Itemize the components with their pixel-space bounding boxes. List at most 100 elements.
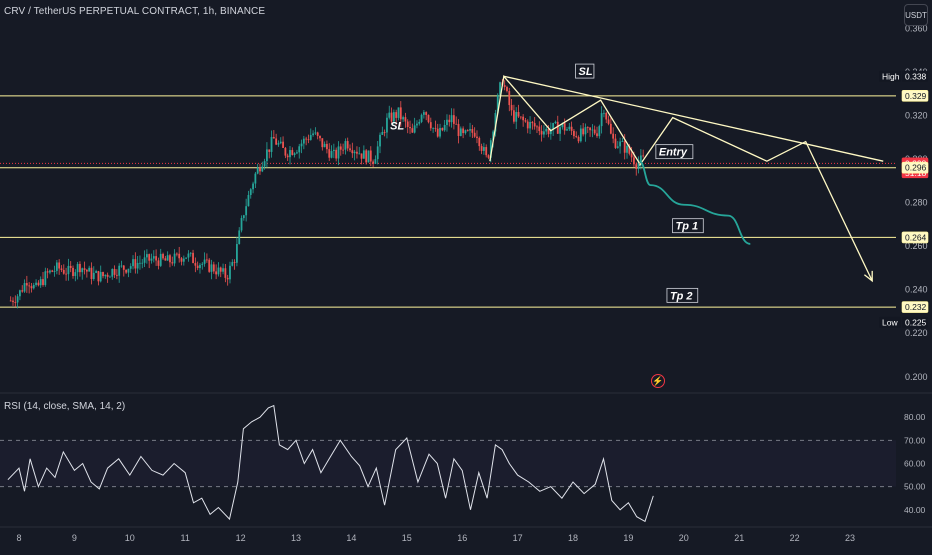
candle-body bbox=[369, 150, 372, 162]
candle-body bbox=[19, 290, 21, 297]
candle-body bbox=[335, 149, 338, 159]
annotation-box-4 bbox=[666, 287, 699, 303]
candle-body bbox=[150, 258, 153, 261]
candle-body bbox=[277, 143, 280, 145]
time-tick-9: 17 bbox=[513, 533, 523, 543]
candle-body bbox=[60, 268, 63, 270]
candle-body bbox=[607, 119, 610, 124]
candle-body bbox=[37, 282, 40, 286]
candle-body bbox=[547, 128, 550, 135]
price-label-4: 0.264 bbox=[905, 232, 927, 242]
candle-body bbox=[473, 132, 476, 137]
rsi-tick-2: 60.00 bbox=[904, 458, 926, 468]
candle-body bbox=[457, 123, 460, 136]
candle-body bbox=[471, 129, 474, 133]
candle-body bbox=[266, 149, 268, 162]
price-label-1: 0.329 bbox=[905, 91, 927, 101]
candle-body bbox=[342, 149, 344, 151]
candle-body bbox=[256, 167, 259, 174]
candle-body bbox=[67, 265, 70, 275]
lightning-icon[interactable]: ⚡ bbox=[651, 374, 665, 388]
candle-body bbox=[349, 148, 351, 151]
candle-body bbox=[261, 166, 264, 172]
rsi-indicator-title[interactable]: RSI (14, close, SMA, 14, 2) bbox=[4, 401, 126, 412]
candle-body bbox=[404, 117, 407, 122]
candle-body bbox=[337, 146, 340, 159]
price-label-prefix-6: Low bbox=[882, 317, 898, 327]
price-label-box-6 bbox=[902, 316, 928, 328]
candle-body bbox=[185, 257, 188, 259]
candle-body bbox=[418, 121, 421, 124]
currency-button[interactable]: USDT bbox=[904, 4, 928, 26]
candle-body bbox=[44, 271, 47, 285]
candle-body bbox=[633, 157, 635, 165]
candle-body bbox=[552, 123, 555, 130]
candle-body bbox=[526, 121, 529, 129]
candle-body bbox=[109, 276, 111, 278]
candle-body bbox=[21, 290, 24, 292]
projection-arrowhead bbox=[863, 270, 873, 283]
candle-body bbox=[362, 150, 365, 159]
candle-body bbox=[210, 264, 213, 272]
candle-body bbox=[510, 105, 513, 111]
candle-body bbox=[249, 189, 252, 195]
candle-body bbox=[639, 155, 642, 163]
candle-body bbox=[365, 150, 368, 163]
candle-body bbox=[132, 259, 134, 267]
candle-body bbox=[83, 268, 86, 270]
candle-body bbox=[242, 215, 245, 219]
candle-body bbox=[231, 262, 234, 266]
candle-body bbox=[448, 119, 451, 123]
candle-body bbox=[402, 117, 405, 120]
time-tick-14: 22 bbox=[790, 533, 800, 543]
candle-body bbox=[489, 140, 492, 158]
candle-body bbox=[381, 132, 384, 135]
candle-body bbox=[519, 116, 522, 118]
candle-body bbox=[356, 151, 358, 154]
price-label-prefix-box-0 bbox=[879, 70, 901, 82]
candle-body bbox=[386, 117, 388, 133]
candle-body bbox=[102, 271, 104, 277]
candle-body bbox=[508, 91, 511, 106]
candle-body bbox=[436, 128, 439, 137]
candle-body bbox=[635, 164, 638, 170]
candle-body bbox=[358, 153, 361, 155]
candle-body bbox=[157, 260, 160, 266]
candle-body bbox=[65, 273, 67, 275]
candle-body bbox=[339, 146, 342, 150]
candle-body bbox=[215, 271, 218, 275]
candle-body bbox=[120, 265, 123, 267]
candle-body bbox=[129, 266, 132, 269]
candle-body bbox=[395, 112, 398, 118]
price-label-box-0 bbox=[902, 70, 928, 82]
candle-body bbox=[570, 126, 573, 131]
candle-body bbox=[464, 130, 467, 134]
candle-body bbox=[145, 254, 148, 258]
candle-body bbox=[566, 129, 568, 131]
candle-body bbox=[609, 123, 612, 134]
time-tick-12: 20 bbox=[679, 533, 689, 543]
candle-body bbox=[589, 127, 591, 131]
annotation-box-0 bbox=[575, 63, 595, 79]
candle-body bbox=[30, 286, 33, 289]
annotation-label-3: Tp 1 bbox=[675, 221, 698, 233]
rsi-tick-4: 40.00 bbox=[904, 505, 926, 515]
candle-body bbox=[305, 138, 308, 140]
annotation-label-0: SL bbox=[579, 66, 593, 78]
candle-body bbox=[55, 262, 58, 271]
annotation-box-3 bbox=[672, 218, 704, 234]
candle-body bbox=[529, 121, 531, 129]
trendline bbox=[503, 75, 884, 162]
candle-body bbox=[446, 119, 448, 125]
candle-body bbox=[503, 85, 506, 88]
time-tick-11: 19 bbox=[623, 533, 633, 543]
candle-body bbox=[466, 130, 469, 132]
rsi-tick-1: 70.00 bbox=[904, 435, 926, 445]
candle-body bbox=[127, 268, 130, 273]
candle-body bbox=[397, 107, 400, 118]
candle-body bbox=[351, 150, 354, 154]
candle-body bbox=[155, 256, 158, 261]
candle-body bbox=[99, 271, 102, 282]
